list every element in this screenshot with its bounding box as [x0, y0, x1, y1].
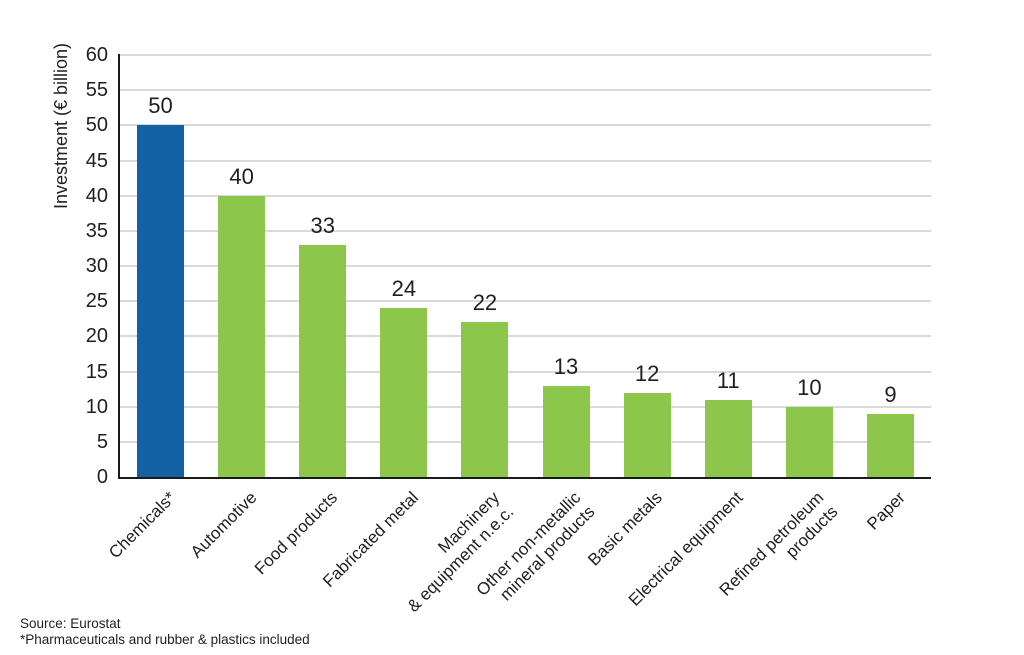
y-tick-label: 25: [85, 290, 108, 313]
bar-value-label: 10: [797, 374, 822, 400]
bar: [623, 392, 671, 477]
x-axis-line: [118, 477, 931, 479]
bar-value-label: 11: [716, 367, 740, 393]
gridline: [120, 159, 931, 162]
bar: [137, 125, 185, 477]
bar: [218, 195, 266, 477]
y-tick-label: 40: [85, 184, 108, 207]
x-tick-label: Food products: [250, 488, 342, 579]
bar: [866, 413, 914, 477]
bar: [704, 399, 752, 477]
y-axis-line: [118, 54, 120, 478]
y-tick-label: 55: [85, 79, 108, 102]
gridline: [120, 300, 931, 303]
gridline: [120, 265, 931, 267]
bar: [461, 322, 509, 477]
x-tick-label: Paper: [863, 488, 909, 534]
bar-value-label: 40: [229, 163, 254, 189]
gridline: [120, 124, 931, 127]
bar-value-label: 50: [148, 93, 173, 119]
y-tick-label: 30: [85, 255, 108, 277]
bar-value-label: 24: [391, 276, 417, 302]
bar: [542, 385, 590, 477]
gridline: [120, 405, 931, 408]
bar-value-label: 22: [472, 290, 498, 316]
gridline: [120, 194, 931, 197]
bar: [785, 406, 833, 477]
bar-value-label: 33: [310, 212, 335, 238]
y-tick-label: 5: [96, 430, 108, 453]
chart-footer: Source: Eurostat *Pharmaceuticals and ru…: [20, 616, 310, 647]
gridline: [120, 370, 931, 373]
y-tick-label: 0: [96, 466, 108, 488]
x-tick-label: Basic metals: [584, 488, 666, 570]
bar-value-label: 9: [884, 381, 897, 407]
gridline: [120, 54, 931, 56]
y-tick-label: 60: [85, 44, 108, 66]
bar-value-label: 13: [553, 353, 579, 379]
bar-value-label: 12: [634, 360, 660, 386]
gridline: [120, 335, 931, 338]
y-tick-label: 35: [85, 219, 108, 242]
asterisk-note: *Pharmaceuticals and rubber & plastics i…: [20, 631, 310, 647]
y-tick-label: 50: [85, 114, 108, 137]
bar: [380, 308, 428, 477]
source-note: Source: Eurostat: [20, 616, 121, 631]
bar: [299, 244, 347, 477]
x-tick-label: Chemicals*: [104, 488, 179, 563]
x-tick-label: Automotive: [186, 488, 261, 562]
y-tick-label: 15: [85, 360, 108, 383]
gridline: [120, 229, 931, 232]
y-tick-label: 10: [85, 395, 108, 418]
gridline: [120, 440, 931, 443]
gridline: [120, 89, 931, 92]
y-tick-label: 20: [85, 325, 108, 348]
y-tick-label: 45: [85, 149, 108, 172]
